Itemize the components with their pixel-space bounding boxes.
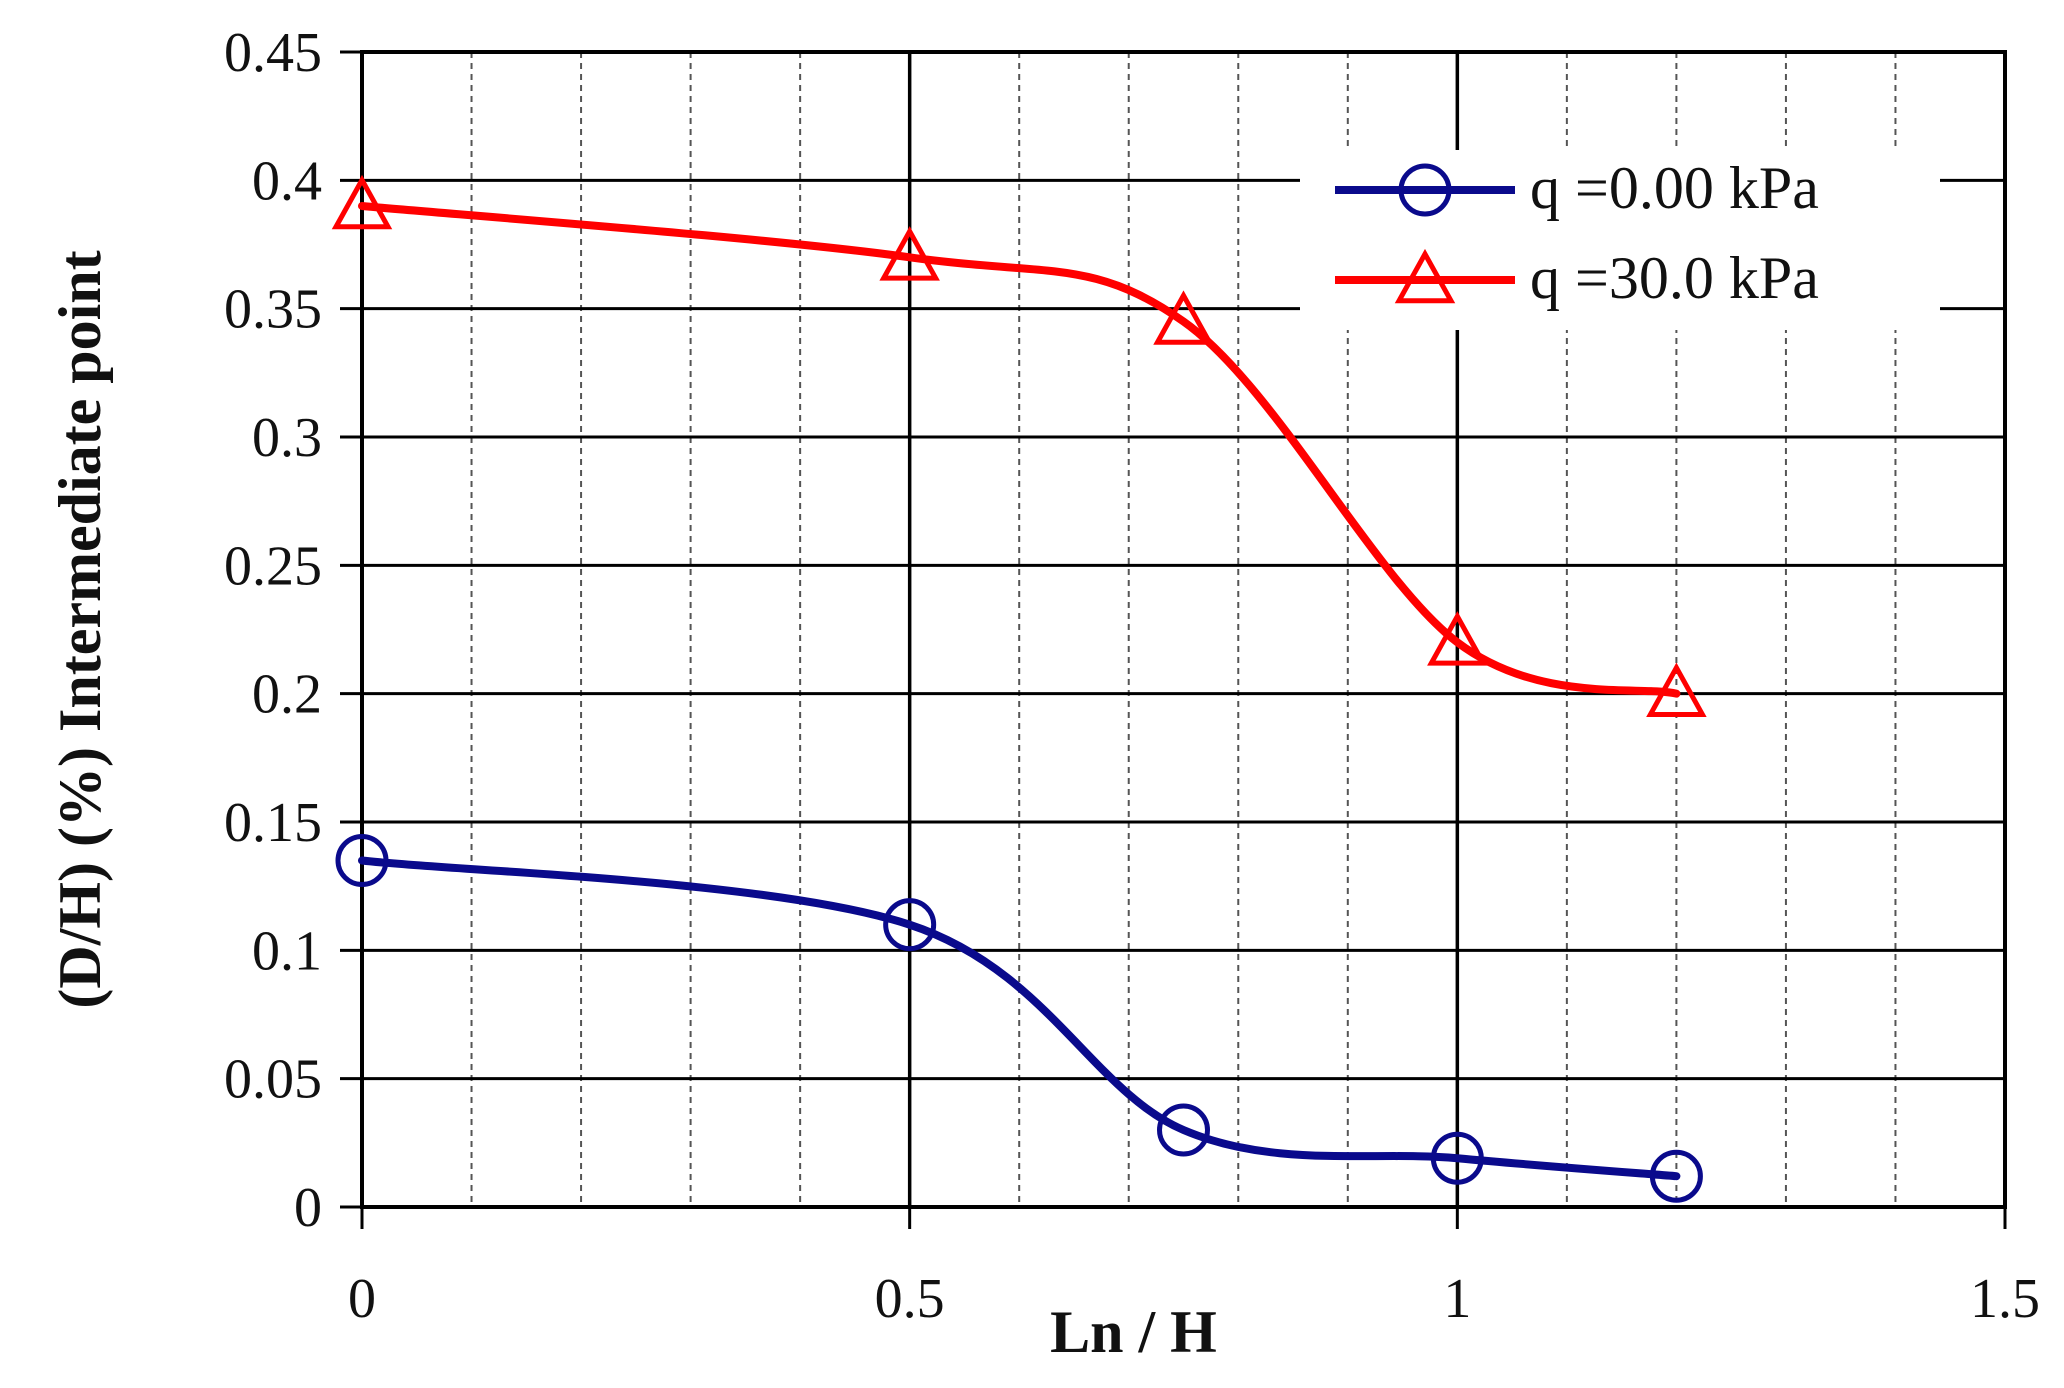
y-tick-label: 0.05	[224, 1049, 322, 1111]
y-tick-label: 0.45	[224, 22, 322, 84]
y-tick-label: 0.2	[252, 664, 322, 726]
y-tick-label: 0.3	[252, 407, 322, 469]
legend-label: q =0.00 kPa	[1530, 155, 1819, 221]
x-tick-label: 0	[348, 1268, 376, 1330]
data-point	[335, 834, 389, 887]
series-1	[331, 174, 1707, 717]
series-line	[358, 856, 1681, 1181]
y-tick-label: 0.4	[252, 150, 322, 212]
y-axis-title: (D/H) (%) Intermediate point	[47, 250, 113, 1008]
legend-marker	[1398, 163, 1452, 217]
x-tick-label: 1.5	[1970, 1268, 2040, 1330]
x-tick-labels: 0 0.5 1 1.5	[348, 1207, 2040, 1330]
y-tick-label: 0.35	[224, 279, 322, 341]
data-point	[1427, 611, 1488, 666]
y-tick-label: 0.15	[224, 792, 322, 854]
data-point	[1153, 290, 1214, 345]
data-point	[1649, 1149, 1703, 1203]
x-axis-title: Ln / H	[1050, 1299, 1217, 1365]
data-point	[879, 226, 940, 281]
legend-marker	[1394, 248, 1456, 304]
legend: q =0.00 kPa q =30.0 kPa	[1300, 150, 1940, 330]
legend-item: q =30.0 kPa	[1335, 245, 1819, 311]
x-tick-label: 0.5	[875, 1268, 945, 1330]
legend-item: q =0.00 kPa	[1335, 155, 1819, 221]
y-tick-label: 0.1	[252, 920, 322, 982]
x-tick-label: 1	[1443, 1268, 1471, 1330]
data-point	[331, 174, 393, 230]
y-tick-label: 0	[294, 1177, 322, 1239]
series-layer	[331, 174, 1707, 1203]
legend-label: q =30.0 kPa	[1530, 245, 1819, 311]
data-point	[1430, 1131, 1484, 1185]
series-0	[335, 834, 1703, 1203]
data-point	[883, 898, 937, 952]
series-line	[358, 202, 1681, 698]
y-tick-labels: 0 0.05 0.1 0.15 0.2 0.25 0.3 0.35 0.4 0.45	[224, 22, 362, 1239]
plot-area	[360, 50, 2007, 1209]
data-point	[1157, 1103, 1210, 1157]
y-tick-label: 0.25	[224, 535, 322, 597]
data-point	[1646, 662, 1707, 717]
